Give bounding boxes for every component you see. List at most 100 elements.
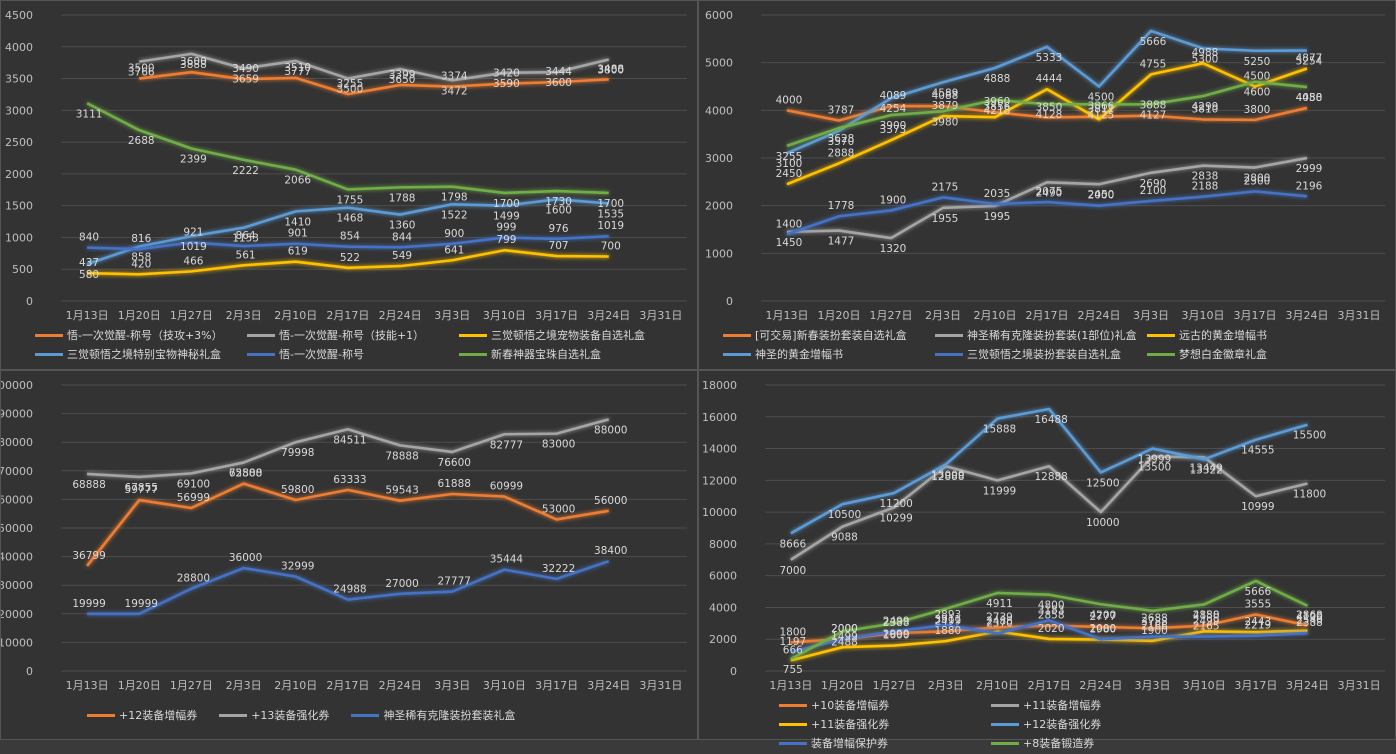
data-label: 1360 [389,220,416,232]
y-tick-label: 10000 [1,636,33,649]
data-label: 1153 [232,233,259,245]
data-label: 2888 [828,147,855,159]
legend-swatch [351,713,380,717]
y-tick-label: 12000 [702,474,737,487]
legend-swatch [459,352,487,356]
data-label: 3800 [597,64,624,76]
data-label: 1900 [880,194,907,206]
data-label: 549 [392,250,412,262]
legend-item: +11装备强化券 [779,716,987,732]
data-label: 1499 [831,631,858,643]
data-label: 3800 [1244,104,1271,116]
data-label: 976 [549,223,569,235]
data-label: 5300 [1192,53,1219,65]
data-label: 3810 [1192,103,1219,115]
legend-item: 悟-一次觉醒-称号（技能+1） [247,327,455,343]
data-label: 619 [288,246,308,258]
x-tick-label: 1月27日 [170,679,213,692]
data-label: 3472 [441,85,468,97]
data-label: 3788 [1141,616,1168,628]
data-label: 11200 [879,498,912,510]
y-tick-label: 0 [26,665,33,678]
x-tick-label: 2月10日 [274,679,317,692]
data-label: 14555 [1241,445,1274,457]
x-tick-label: 1月27日 [870,309,913,322]
y-tick-label: 16000 [702,411,737,424]
legend-label: 神圣稀有克隆装扮套装(1部位)礼盒 [967,329,1137,342]
x-tick-label: 1月20日 [118,679,161,692]
data-label: 1900 [1141,625,1168,637]
data-label: 1535 [597,208,624,220]
data-label: 3420 [493,68,520,80]
data-label: 27000 [385,578,418,590]
x-tick-label: 1月27日 [170,309,213,322]
data-label: 4100 [1296,611,1323,623]
x-tick-label: 1月13日 [66,679,109,692]
x-tick-label: 3月24日 [1286,309,1329,322]
y-tick-label: 30000 [1,579,33,592]
series-line-5 [786,190,1308,236]
legend-label: 新春神器宝珠自选礼盒 [491,348,601,361]
x-tick-label: 2月24日 [379,309,422,322]
data-label: 4500 [1088,92,1115,104]
series-line-3 [786,61,1308,186]
data-label: 3111 [76,108,103,120]
data-label: 19999 [125,598,158,610]
legend-4: +10装备增幅券 +11装备增幅券 +11装备强化券 +12装备强化券 装备增幅保护券 +… [779,697,1379,754]
x-tick-label: 2月3日 [226,309,262,322]
data-label: 1800 [779,626,806,638]
data-label: 1995 [984,211,1011,223]
legend-item: 神圣的黄金增幅书 [723,346,931,362]
x-tick-label: 1月27日 [873,679,916,692]
data-label: 2739 [986,611,1013,623]
y-tick-label: 60000 [1,493,33,506]
data-label: 11999 [983,485,1016,497]
series-line-2 [786,156,1308,240]
legend-item: +8装备锻造券 [991,735,1199,751]
data-label: 3659 [232,73,259,85]
data-label: 4888 [984,73,1011,85]
data-label: 11800 [1293,489,1326,501]
series-line-5 [790,619,1308,654]
legend-label: +12装备强化券 [1023,718,1102,731]
legend-item: 神圣稀有克隆装扮套装礼盒 [351,707,515,723]
data-label: 82777 [490,439,523,451]
data-label: 755 [783,664,803,676]
x-tick-label: 2月10日 [274,309,317,322]
data-label: 2165 [1193,621,1220,633]
series-line-6 [790,579,1309,661]
x-tick-label: 3月31日 [639,309,682,322]
data-label: 2800 [1244,173,1271,185]
data-label: 28800 [177,573,210,585]
y-tick-label: 90000 [1,408,33,421]
data-label: 78888 [385,450,418,462]
data-label: 2893 [934,609,961,621]
legend-label: +11装备强化券 [811,718,890,731]
data-label: 921 [183,226,203,238]
data-label: 522 [340,252,360,264]
legend-label: 神圣稀有克隆装扮套装礼盒 [383,709,516,722]
data-label: 666 [783,644,803,656]
data-label: 2499 [883,615,910,627]
legend-item: 三觉顿悟之境装扮套装自选礼盒 [935,346,1143,362]
data-label: 2499 [934,615,961,627]
data-label: 3255 [776,151,803,163]
legend-label: +11装备增幅券 [1023,699,1102,712]
data-label: 4755 [1140,58,1167,70]
data-label: 9088 [831,532,858,544]
x-tick-label: 3月24日 [1286,679,1329,692]
legend-label: 悟-一次觉醒-称号 [279,348,364,361]
y-tick-label: 2000 [705,200,733,213]
data-label: 4500 [1244,71,1271,83]
legend-item: 悟-一次觉醒-称号 [247,346,455,362]
data-label: 1499 [493,211,520,223]
data-label: 3766 [128,67,155,79]
data-label: 2388 [1296,617,1323,629]
series-line-4 [86,198,609,266]
data-label: 1019 [597,220,624,232]
legend-label: 三觉顿悟之境装扮套装自选礼盒 [967,348,1121,361]
data-label: 4911 [986,598,1013,610]
data-label: 2450 [1088,189,1115,201]
data-label: 19999 [72,598,105,610]
x-tick-label: 2月3日 [226,679,262,692]
